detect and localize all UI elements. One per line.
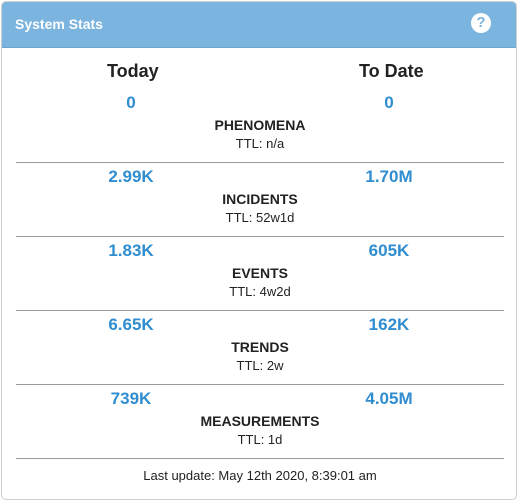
- today-value: 0: [126, 93, 136, 112]
- panel-header: System Stats ?: [2, 2, 516, 48]
- stat-name: EVENTS: [231, 265, 288, 281]
- today-value: 739K: [110, 389, 152, 408]
- stat-row-phenomena: 0 0 PHENOMENA TTL: n/a: [16, 88, 504, 163]
- stat-name: TRENDS: [231, 339, 289, 355]
- last-update-text: Last update: May 12th 2020, 8:39:01 am: [143, 468, 377, 483]
- to-date-value: 4.05M: [365, 389, 413, 408]
- today-value: 2.99K: [108, 167, 154, 186]
- stat-name: MEASUREMENTS: [200, 413, 320, 429]
- column-header-to-date: To Date: [359, 61, 424, 81]
- stat-name: PHENOMENA: [214, 117, 306, 133]
- stat-ttl: TTL: n/a: [235, 136, 285, 151]
- today-value: 6.65K: [108, 315, 154, 334]
- stat-name: INCIDENTS: [222, 191, 298, 207]
- to-date-value: 162K: [368, 315, 410, 334]
- today-value: 1.83K: [108, 241, 154, 260]
- stat-ttl: TTL: 2w: [236, 358, 284, 373]
- stat-row-measurements: 739K 4.05M MEASUREMENTS TTL: 1d: [16, 384, 504, 459]
- stat-row-incidents: 2.99K 1.70M INCIDENTS TTL: 52w1d: [16, 162, 504, 237]
- panel-title: System Stats: [15, 16, 103, 32]
- stat-row-events: 1.83K 605K EVENTS TTL: 4w2d: [16, 236, 504, 311]
- stat-row-trends: 6.65K 162K TRENDS TTL: 2w: [16, 310, 504, 385]
- to-date-value: 0: [384, 93, 394, 112]
- stat-ttl: TTL: 1d: [237, 432, 283, 447]
- to-date-value: 1.70M: [365, 167, 413, 186]
- stat-ttl: TTL: 52w1d: [225, 210, 295, 225]
- question-circle-icon[interactable]: ?: [471, 13, 491, 33]
- column-header-today: Today: [107, 61, 159, 81]
- to-date-value: 605K: [368, 241, 410, 260]
- stat-ttl: TTL: 4w2d: [229, 284, 291, 299]
